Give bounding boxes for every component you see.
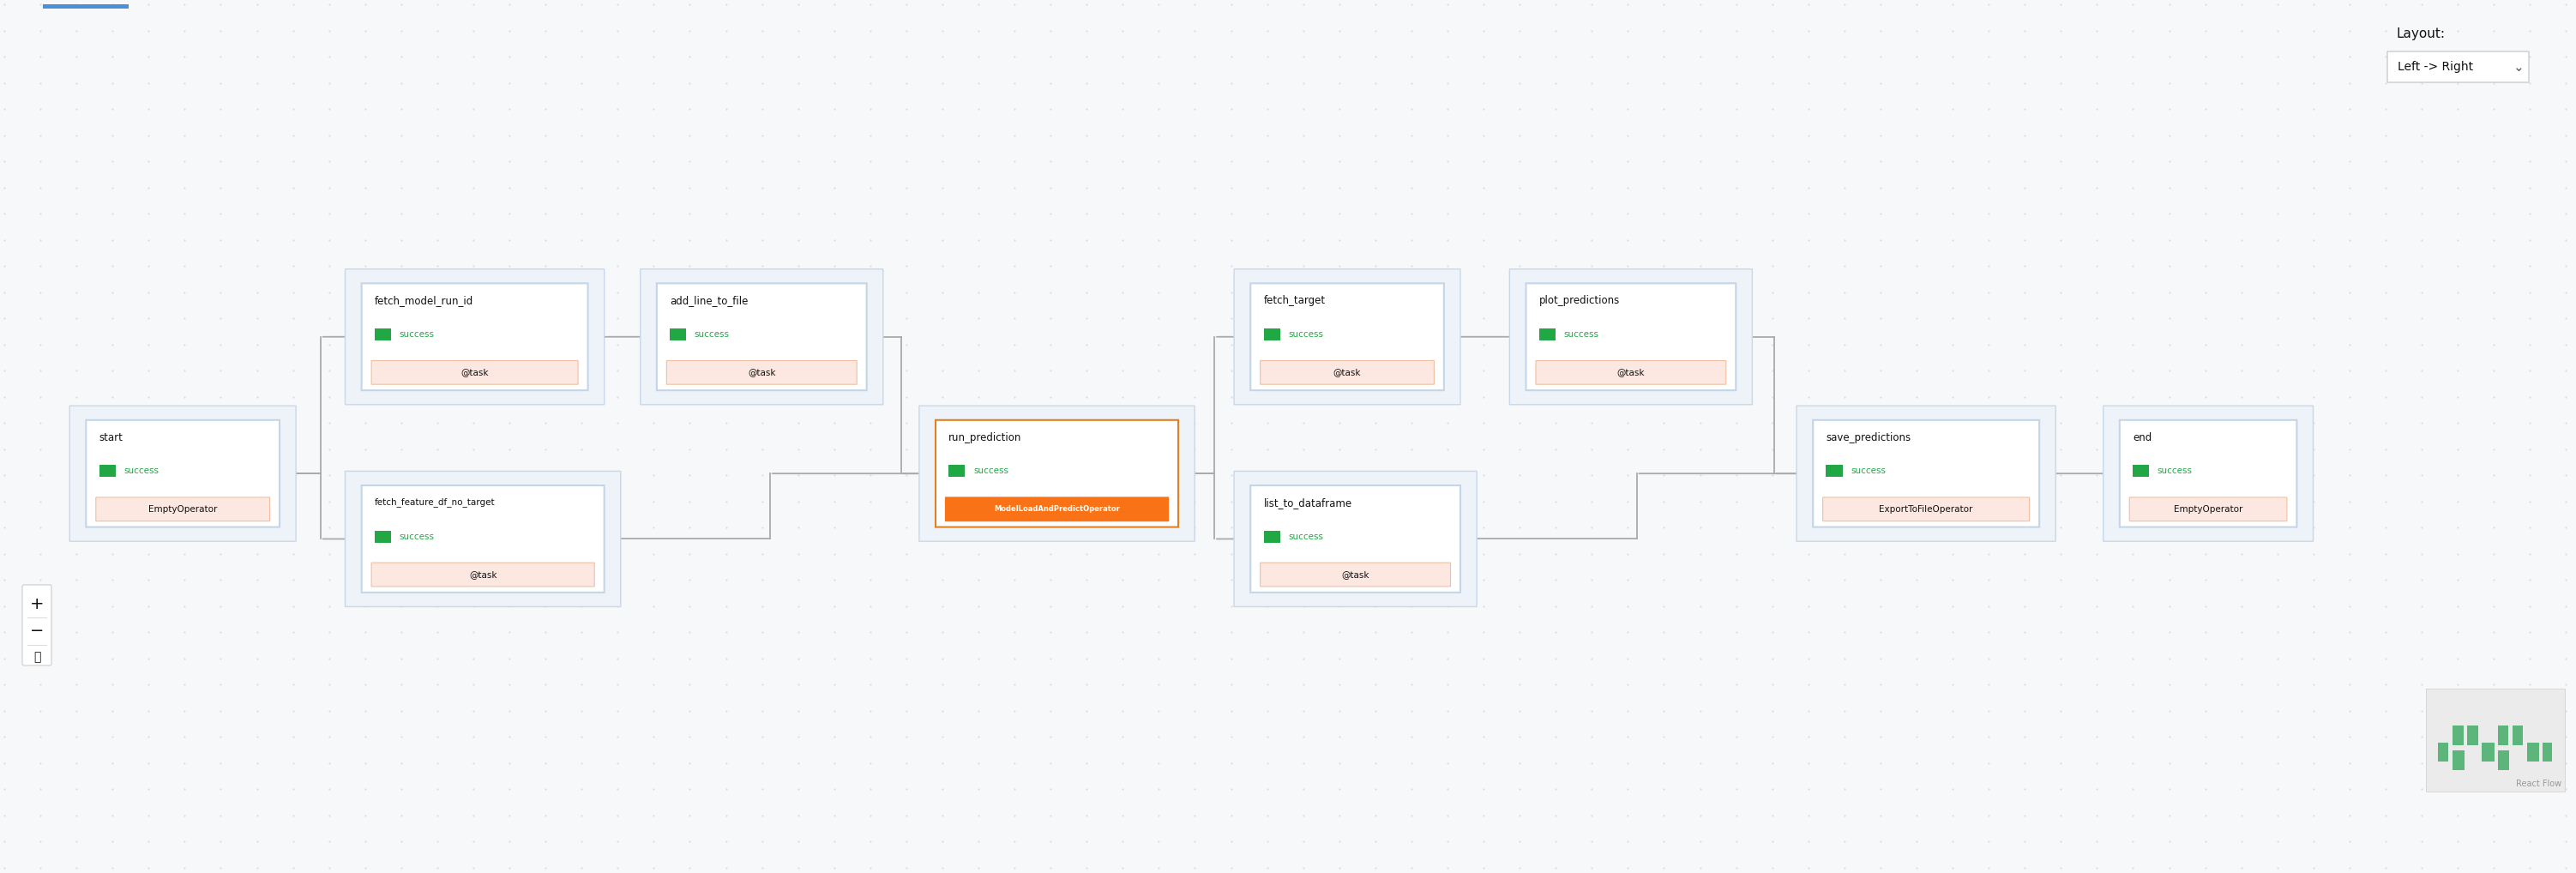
Text: success: success — [974, 467, 1007, 476]
FancyBboxPatch shape — [371, 361, 577, 384]
FancyBboxPatch shape — [670, 328, 685, 340]
FancyBboxPatch shape — [2527, 742, 2540, 762]
Text: @task: @task — [1342, 570, 1370, 579]
FancyBboxPatch shape — [948, 465, 966, 478]
Text: success: success — [1564, 330, 1600, 339]
FancyBboxPatch shape — [2468, 725, 2478, 746]
FancyBboxPatch shape — [1795, 406, 2056, 541]
Text: fetch_feature_df_no_target: fetch_feature_df_no_target — [374, 498, 495, 506]
FancyBboxPatch shape — [2452, 750, 2465, 770]
FancyBboxPatch shape — [2120, 420, 2298, 527]
FancyBboxPatch shape — [374, 531, 392, 542]
FancyBboxPatch shape — [1510, 269, 1752, 404]
Text: fetch_target: fetch_target — [1265, 295, 1327, 306]
Text: ExportToFileOperator: ExportToFileOperator — [1880, 505, 1973, 513]
Text: +: + — [31, 595, 44, 612]
FancyBboxPatch shape — [2102, 406, 2313, 541]
FancyBboxPatch shape — [945, 498, 1170, 521]
FancyBboxPatch shape — [1260, 563, 1450, 587]
Text: add_line_to_file: add_line_to_file — [670, 295, 747, 306]
FancyBboxPatch shape — [2543, 742, 2553, 762]
FancyBboxPatch shape — [98, 465, 116, 478]
FancyBboxPatch shape — [1234, 269, 1461, 404]
FancyBboxPatch shape — [361, 284, 587, 390]
FancyBboxPatch shape — [85, 420, 281, 527]
Text: plot_predictions: plot_predictions — [1538, 295, 1620, 306]
FancyBboxPatch shape — [1234, 471, 1476, 607]
Text: save_predictions: save_predictions — [1826, 432, 1911, 443]
Text: success: success — [696, 330, 729, 339]
FancyBboxPatch shape — [1249, 284, 1445, 390]
FancyBboxPatch shape — [935, 420, 1177, 527]
Text: run_prediction: run_prediction — [948, 432, 1023, 443]
FancyBboxPatch shape — [641, 269, 884, 404]
FancyBboxPatch shape — [2499, 725, 2509, 746]
FancyBboxPatch shape — [2388, 52, 2530, 82]
Text: success: success — [1288, 330, 1324, 339]
FancyBboxPatch shape — [1814, 420, 2040, 527]
FancyBboxPatch shape — [345, 269, 605, 404]
FancyBboxPatch shape — [371, 563, 595, 587]
FancyBboxPatch shape — [2427, 689, 2566, 792]
FancyBboxPatch shape — [2452, 725, 2463, 746]
Text: success: success — [124, 467, 160, 476]
FancyBboxPatch shape — [920, 406, 1195, 541]
Text: @task: @task — [461, 368, 489, 377]
FancyBboxPatch shape — [1260, 361, 1435, 384]
FancyBboxPatch shape — [2512, 725, 2522, 746]
FancyBboxPatch shape — [1824, 498, 2030, 521]
FancyBboxPatch shape — [2133, 465, 2148, 478]
Text: @task: @task — [1334, 368, 1360, 377]
Text: @task: @task — [747, 368, 775, 377]
Text: success: success — [1850, 467, 1886, 476]
FancyBboxPatch shape — [1525, 284, 1736, 390]
Text: fetch_model_run_id: fetch_model_run_id — [374, 295, 474, 306]
FancyBboxPatch shape — [44, 4, 129, 9]
FancyBboxPatch shape — [1535, 361, 1726, 384]
FancyBboxPatch shape — [70, 406, 296, 541]
FancyBboxPatch shape — [2499, 750, 2509, 770]
FancyBboxPatch shape — [1265, 328, 1280, 340]
Text: EmptyOperator: EmptyOperator — [149, 505, 216, 513]
Text: EmptyOperator: EmptyOperator — [2174, 505, 2244, 513]
FancyBboxPatch shape — [2130, 498, 2287, 521]
Text: Layout:: Layout: — [2396, 27, 2445, 40]
Text: @task: @task — [469, 570, 497, 579]
Text: success: success — [399, 533, 435, 541]
FancyBboxPatch shape — [361, 485, 605, 593]
FancyBboxPatch shape — [2437, 742, 2447, 762]
FancyBboxPatch shape — [657, 284, 866, 390]
FancyBboxPatch shape — [2481, 742, 2494, 762]
FancyBboxPatch shape — [345, 471, 621, 607]
FancyBboxPatch shape — [1249, 485, 1461, 593]
FancyBboxPatch shape — [667, 361, 858, 384]
Text: success: success — [2156, 467, 2192, 476]
FancyBboxPatch shape — [1265, 531, 1280, 542]
Text: Left -> Right: Left -> Right — [2398, 61, 2473, 72]
FancyBboxPatch shape — [1826, 465, 1842, 478]
Text: start: start — [98, 432, 124, 443]
Text: success: success — [399, 330, 435, 339]
FancyBboxPatch shape — [374, 328, 392, 340]
Text: React Flow: React Flow — [2517, 780, 2561, 788]
Text: success: success — [1288, 533, 1324, 541]
Text: @task: @task — [1618, 368, 1646, 377]
FancyBboxPatch shape — [23, 585, 52, 665]
Text: ModelLoadAndPredictOperator: ModelLoadAndPredictOperator — [994, 505, 1121, 513]
Text: −: − — [31, 623, 44, 639]
Text: list_to_dataframe: list_to_dataframe — [1265, 498, 1352, 508]
FancyBboxPatch shape — [1538, 328, 1556, 340]
Text: ⛶: ⛶ — [33, 651, 41, 663]
Text: end: end — [2133, 432, 2151, 443]
FancyBboxPatch shape — [95, 498, 270, 521]
Text: ⌄: ⌄ — [2514, 60, 2524, 73]
